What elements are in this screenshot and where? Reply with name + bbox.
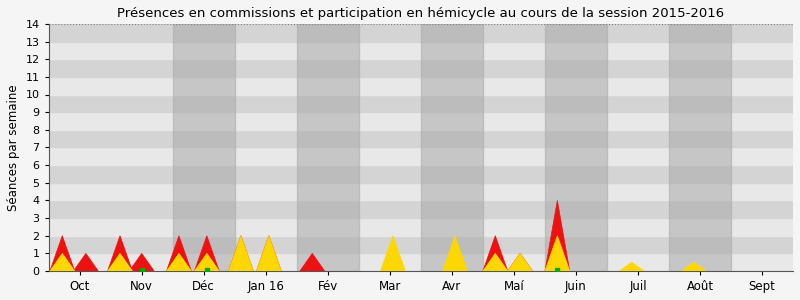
Bar (49, 24, 793, 41)
Bar (173, 24, 234, 271)
Bar (49, 130, 793, 148)
Bar (49, 112, 793, 130)
Polygon shape (300, 254, 325, 271)
Bar (49, 165, 793, 183)
Polygon shape (229, 236, 254, 271)
Bar (545, 24, 607, 271)
Bar (49, 41, 793, 59)
Polygon shape (381, 236, 406, 271)
Polygon shape (508, 254, 533, 271)
Polygon shape (130, 254, 154, 271)
Bar (49, 59, 793, 77)
Polygon shape (194, 254, 219, 271)
Polygon shape (508, 254, 533, 271)
Polygon shape (229, 236, 254, 271)
Polygon shape (166, 236, 191, 271)
Y-axis label: Séances par semaine: Séances par semaine (7, 84, 20, 211)
Polygon shape (619, 262, 644, 271)
Bar (49, 218, 793, 236)
Polygon shape (50, 254, 74, 271)
Polygon shape (50, 236, 74, 271)
Bar (49, 94, 793, 112)
Bar (49, 254, 793, 271)
Polygon shape (107, 236, 132, 271)
Polygon shape (257, 236, 282, 271)
Bar (49, 236, 793, 254)
Bar (49, 77, 793, 94)
Polygon shape (74, 254, 98, 271)
Bar (297, 24, 359, 271)
Polygon shape (107, 254, 132, 271)
Polygon shape (166, 254, 191, 271)
Polygon shape (483, 254, 508, 271)
Polygon shape (545, 236, 570, 271)
Polygon shape (442, 236, 467, 271)
Polygon shape (545, 200, 570, 271)
Polygon shape (682, 262, 706, 271)
Bar (49, 148, 793, 165)
Title: Présences en commissions et participation en hémicycle au cours de la session 20: Présences en commissions et participatio… (118, 7, 725, 20)
Bar (421, 24, 483, 271)
Polygon shape (483, 236, 508, 271)
Polygon shape (257, 236, 282, 271)
Bar (669, 24, 731, 271)
Bar (49, 200, 793, 218)
Polygon shape (194, 236, 219, 271)
Bar (49, 183, 793, 200)
